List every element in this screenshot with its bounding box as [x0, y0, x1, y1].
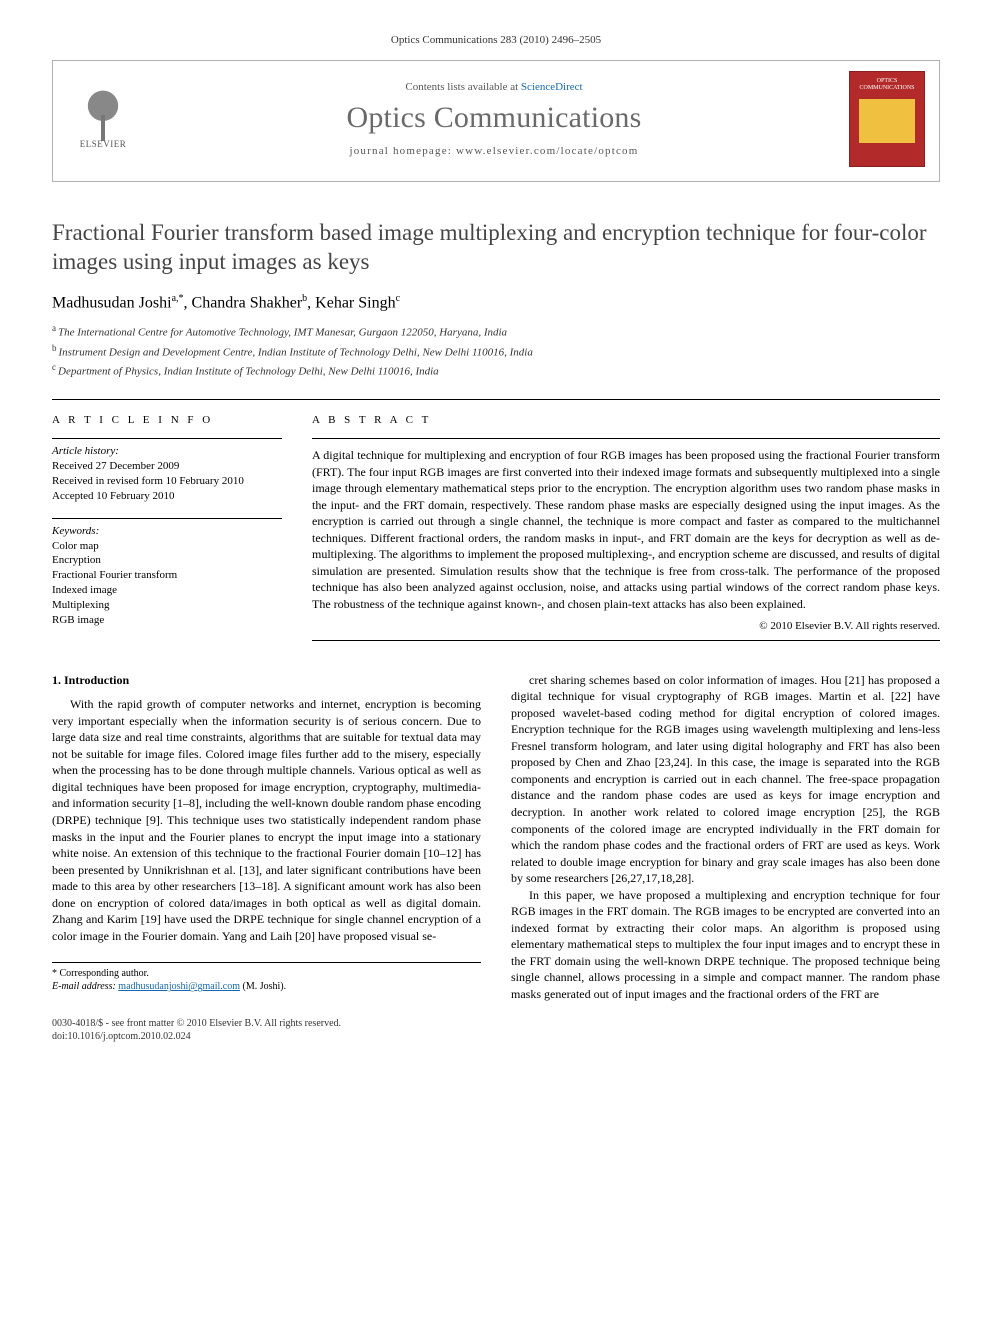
history-line: Received in revised form 10 February 201…: [52, 474, 282, 489]
top-citation: Optics Communications 283 (2010) 2496–25…: [52, 34, 940, 46]
bottom-meta: 0030-4018/$ - see front matter © 2010 El…: [52, 1017, 940, 1043]
elsevier-tree-icon: [79, 89, 127, 137]
history-label: Article history:: [52, 445, 282, 457]
keyword: Indexed image: [52, 583, 282, 598]
keyword: Fractional Fourier transform: [52, 568, 282, 583]
publisher-logo: ELSEVIER: [67, 78, 139, 160]
author: Chandra Shakher: [192, 294, 303, 311]
keywords-block: Keywords: Color map Encryption Fractiona…: [52, 518, 282, 628]
affiliation: cDepartment of Physics, Indian Institute…: [52, 361, 940, 381]
author: Madhusudan Joshi: [52, 294, 172, 311]
affiliation-sup: b: [52, 343, 57, 353]
keyword: Multiplexing: [52, 598, 282, 613]
history-line: Received 27 December 2009: [52, 459, 282, 474]
keyword: Color map: [52, 539, 282, 554]
article-history-block: Article history: Received 27 December 20…: [52, 438, 282, 504]
history-line: Accepted 10 February 2010: [52, 489, 282, 504]
section-title: Introduction: [64, 673, 129, 687]
footnote-email-label: E-mail address:: [52, 981, 116, 992]
article-info-column: A R T I C L E I N F O Article history: R…: [52, 400, 282, 642]
article-title: Fractional Fourier transform based image…: [52, 218, 940, 277]
journal-header: ELSEVIER Contents lists available at Sci…: [52, 60, 940, 182]
authors-line: Madhusudan Joshia,*, Chandra Shakherb, K…: [52, 293, 940, 312]
body-text: 1. Introduction With the rapid growth of…: [52, 672, 940, 1003]
author-sup: b: [302, 293, 307, 304]
abstract-text: A digital technique for multiplexing and…: [312, 447, 940, 612]
section-number: 1.: [52, 673, 61, 687]
affiliation-text: Instrument Design and Development Centre…: [59, 346, 533, 358]
body-column-left: 1. Introduction With the rapid growth of…: [52, 672, 481, 1003]
abstract-copyright: © 2010 Elsevier B.V. All rights reserved…: [312, 620, 940, 632]
footnote-email-attribution: (M. Joshi).: [243, 981, 287, 992]
corresponding-author-footnote: * Corresponding author. E-mail address: …: [52, 962, 481, 993]
homepage-url: www.elsevier.com/locate/optcom: [456, 145, 639, 157]
doi-line: doi:10.1016/j.optcom.2010.02.024: [52, 1030, 940, 1043]
affiliation: bInstrument Design and Development Centr…: [52, 342, 940, 362]
affiliation: aThe International Centre for Automotive…: [52, 322, 940, 342]
front-matter-line: 0030-4018/$ - see front matter © 2010 El…: [52, 1017, 940, 1030]
affiliation-text: The International Centre for Automotive …: [58, 327, 507, 339]
cover-title: OPTICS COMMUNICATIONS: [850, 78, 924, 91]
homepage-prefix: journal homepage:: [349, 145, 456, 157]
divider: [312, 438, 940, 439]
cover-image-icon: [859, 99, 915, 143]
journal-homepage-line: journal homepage: www.elsevier.com/locat…: [153, 145, 835, 157]
abstract-heading: A B S T R A C T: [312, 414, 940, 426]
author-sup: c: [396, 293, 400, 304]
contents-available-line: Contents lists available at ScienceDirec…: [153, 81, 835, 93]
keyword: Encryption: [52, 553, 282, 568]
author-sup: a,*: [172, 293, 184, 304]
section-heading: 1. Introduction: [52, 672, 481, 689]
body-paragraph: In this paper, we have proposed a multip…: [511, 887, 940, 1003]
body-column-right: cret sharing schemes based on color info…: [511, 672, 940, 1003]
affiliation-sup: a: [52, 323, 56, 333]
affiliation-text: Department of Physics, Indian Institute …: [58, 366, 439, 378]
divider: [312, 640, 940, 641]
keyword: RGB image: [52, 613, 282, 628]
author: Kehar Singh: [315, 294, 395, 311]
affiliations-block: aThe International Centre for Automotive…: [52, 322, 940, 381]
journal-name: Optics Communications: [153, 101, 835, 135]
body-paragraph: cret sharing schemes based on color info…: [511, 672, 940, 887]
affiliation-sup: c: [52, 362, 56, 372]
journal-cover-thumbnail: OPTICS COMMUNICATIONS: [849, 71, 925, 167]
abstract-column: A B S T R A C T A digital technique for …: [312, 400, 940, 642]
body-paragraph: With the rapid growth of computer networ…: [52, 696, 481, 944]
contents-prefix: Contents lists available at: [405, 81, 520, 93]
article-info-heading: A R T I C L E I N F O: [52, 414, 282, 426]
footnote-email-link[interactable]: madhusudanjoshi@gmail.com: [118, 981, 240, 992]
sciencedirect-link[interactable]: ScienceDirect: [521, 81, 583, 93]
keywords-label: Keywords:: [52, 525, 282, 537]
footnote-marker: * Corresponding author.: [52, 967, 481, 980]
